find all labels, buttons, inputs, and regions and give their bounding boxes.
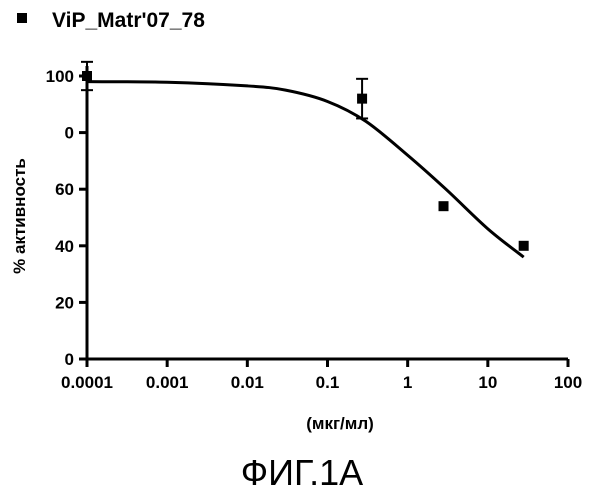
x-tick-label: 0.1	[316, 373, 340, 392]
y-tick-label: 40	[55, 237, 74, 256]
x-axis-ticks: 0.0001 0.001 0.01 0.1 1 10 100	[61, 359, 582, 392]
y-tick-label: 60	[55, 180, 74, 199]
x-tick-label: 10	[478, 373, 497, 392]
y-tick-label: 0	[65, 350, 74, 369]
data-point	[519, 241, 529, 251]
x-tick-label: 0.0001	[61, 373, 113, 392]
y-tick-label: 20	[55, 293, 74, 312]
legend-marker	[17, 13, 27, 23]
y-axis-ticks: 0 20 40 60 0 100	[46, 67, 87, 369]
y-axis-label: % активность	[10, 158, 29, 274]
legend-label: ViP_Matr'07_78	[52, 9, 205, 32]
x-axis-label: (мкг/мл)	[306, 414, 374, 433]
data-points	[81, 62, 529, 251]
x-tick-label: 0.001	[146, 373, 189, 392]
y-tick-label: 100	[46, 67, 74, 86]
x-tick-label: 0.01	[231, 373, 264, 392]
data-point	[357, 94, 367, 104]
figure-caption: ФИГ.1А	[241, 452, 363, 493]
data-point	[439, 201, 449, 211]
data-point	[82, 71, 92, 81]
fit-curve	[87, 82, 524, 257]
x-tick-label: 1	[403, 373, 412, 392]
y-tick-label: 0	[65, 124, 74, 143]
x-tick-label: 100	[554, 373, 582, 392]
